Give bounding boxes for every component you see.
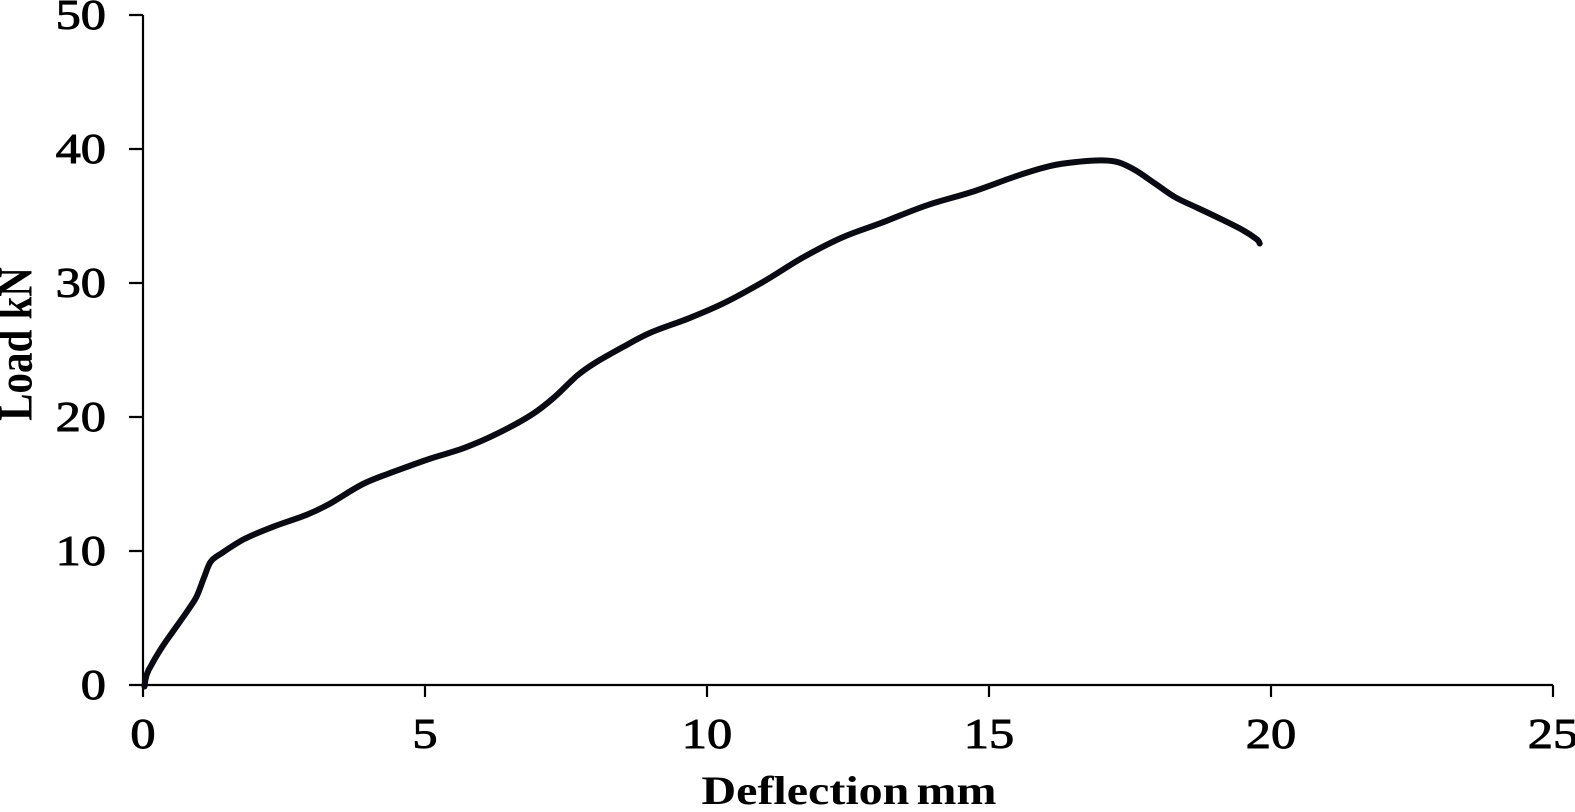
svg-text:25: 25	[1528, 712, 1575, 758]
svg-text:20: 20	[56, 395, 106, 441]
svg-text:20: 20	[1246, 712, 1296, 758]
svg-text:40: 40	[56, 127, 106, 173]
svg-text:0: 0	[81, 663, 106, 709]
svg-text:Load kN: Load kN	[0, 267, 42, 421]
svg-text:30: 30	[56, 261, 106, 307]
svg-text:10: 10	[682, 712, 732, 758]
svg-text:50: 50	[56, 0, 106, 39]
svg-text:0: 0	[130, 712, 155, 758]
svg-text:15: 15	[964, 712, 1014, 758]
svg-text:10: 10	[56, 529, 106, 575]
svg-text:5: 5	[412, 712, 437, 758]
